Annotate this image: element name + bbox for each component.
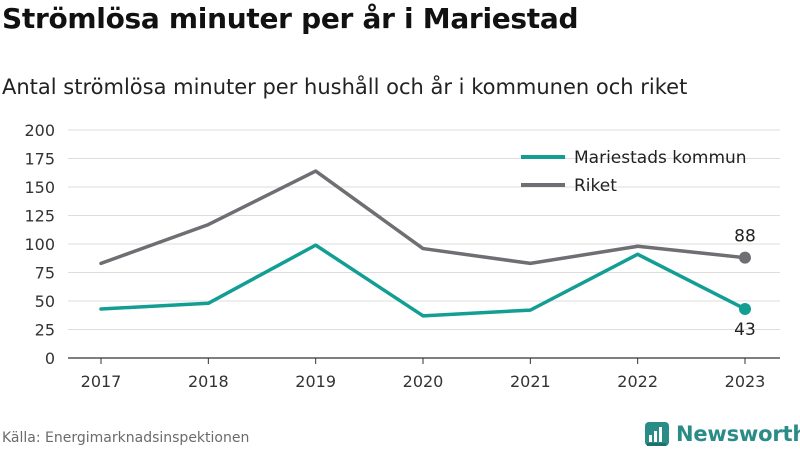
source-note: Källa: Energimarknadsinspektionen	[2, 430, 250, 446]
y-tick-label: 50	[35, 292, 55, 311]
series-end-point	[739, 251, 751, 264]
x-tick-label: 2017	[81, 372, 122, 391]
x-tick-label: 2019	[295, 372, 336, 391]
series-line	[99, 169, 747, 266]
y-tick-label: 175	[24, 150, 55, 169]
data-label: 43	[734, 320, 756, 340]
gridlines	[68, 129, 780, 359]
chart-title: Strömlösa minuter per år i Mariestad	[2, 2, 579, 35]
series-lines	[99, 169, 751, 318]
y-tick-label: 75	[35, 264, 55, 283]
bar-chart-logo-icon	[645, 422, 669, 446]
y-tick-label: 100	[24, 235, 55, 254]
y-axis-ticks: 0 25 50 75 100 125 150 175 200	[24, 121, 55, 368]
y-tick-label: 0	[45, 349, 55, 368]
y-tick-label: 200	[24, 121, 55, 140]
series-line	[99, 243, 747, 318]
brand-name: Newsworthy	[676, 422, 800, 446]
x-tick-label: 2020	[403, 372, 444, 391]
series-end-point	[739, 302, 751, 315]
data-label: 88	[734, 227, 756, 247]
legend-label: Mariestads kommun	[574, 148, 747, 168]
y-tick-label: 150	[24, 178, 55, 197]
x-tick-label: 2021	[510, 372, 551, 391]
x-tick-label: 2023	[725, 372, 766, 391]
data-labels: 43 88	[734, 227, 756, 340]
x-tick-label: 2018	[188, 372, 229, 391]
legend: Mariestads kommun Riket	[521, 148, 747, 196]
chart-subtitle: Antal strömlösa minuter per hushåll och …	[2, 75, 688, 99]
y-tick-label: 25	[35, 321, 55, 340]
legend-label: Riket	[574, 176, 617, 196]
x-axis-ticks: 2017 2018 2019 2020 2021 2022 2023	[81, 358, 766, 391]
x-tick-label: 2022	[617, 372, 658, 391]
newsworthy-logo[interactable]: Newsworthy	[644, 420, 800, 448]
y-tick-label: 125	[24, 207, 55, 226]
